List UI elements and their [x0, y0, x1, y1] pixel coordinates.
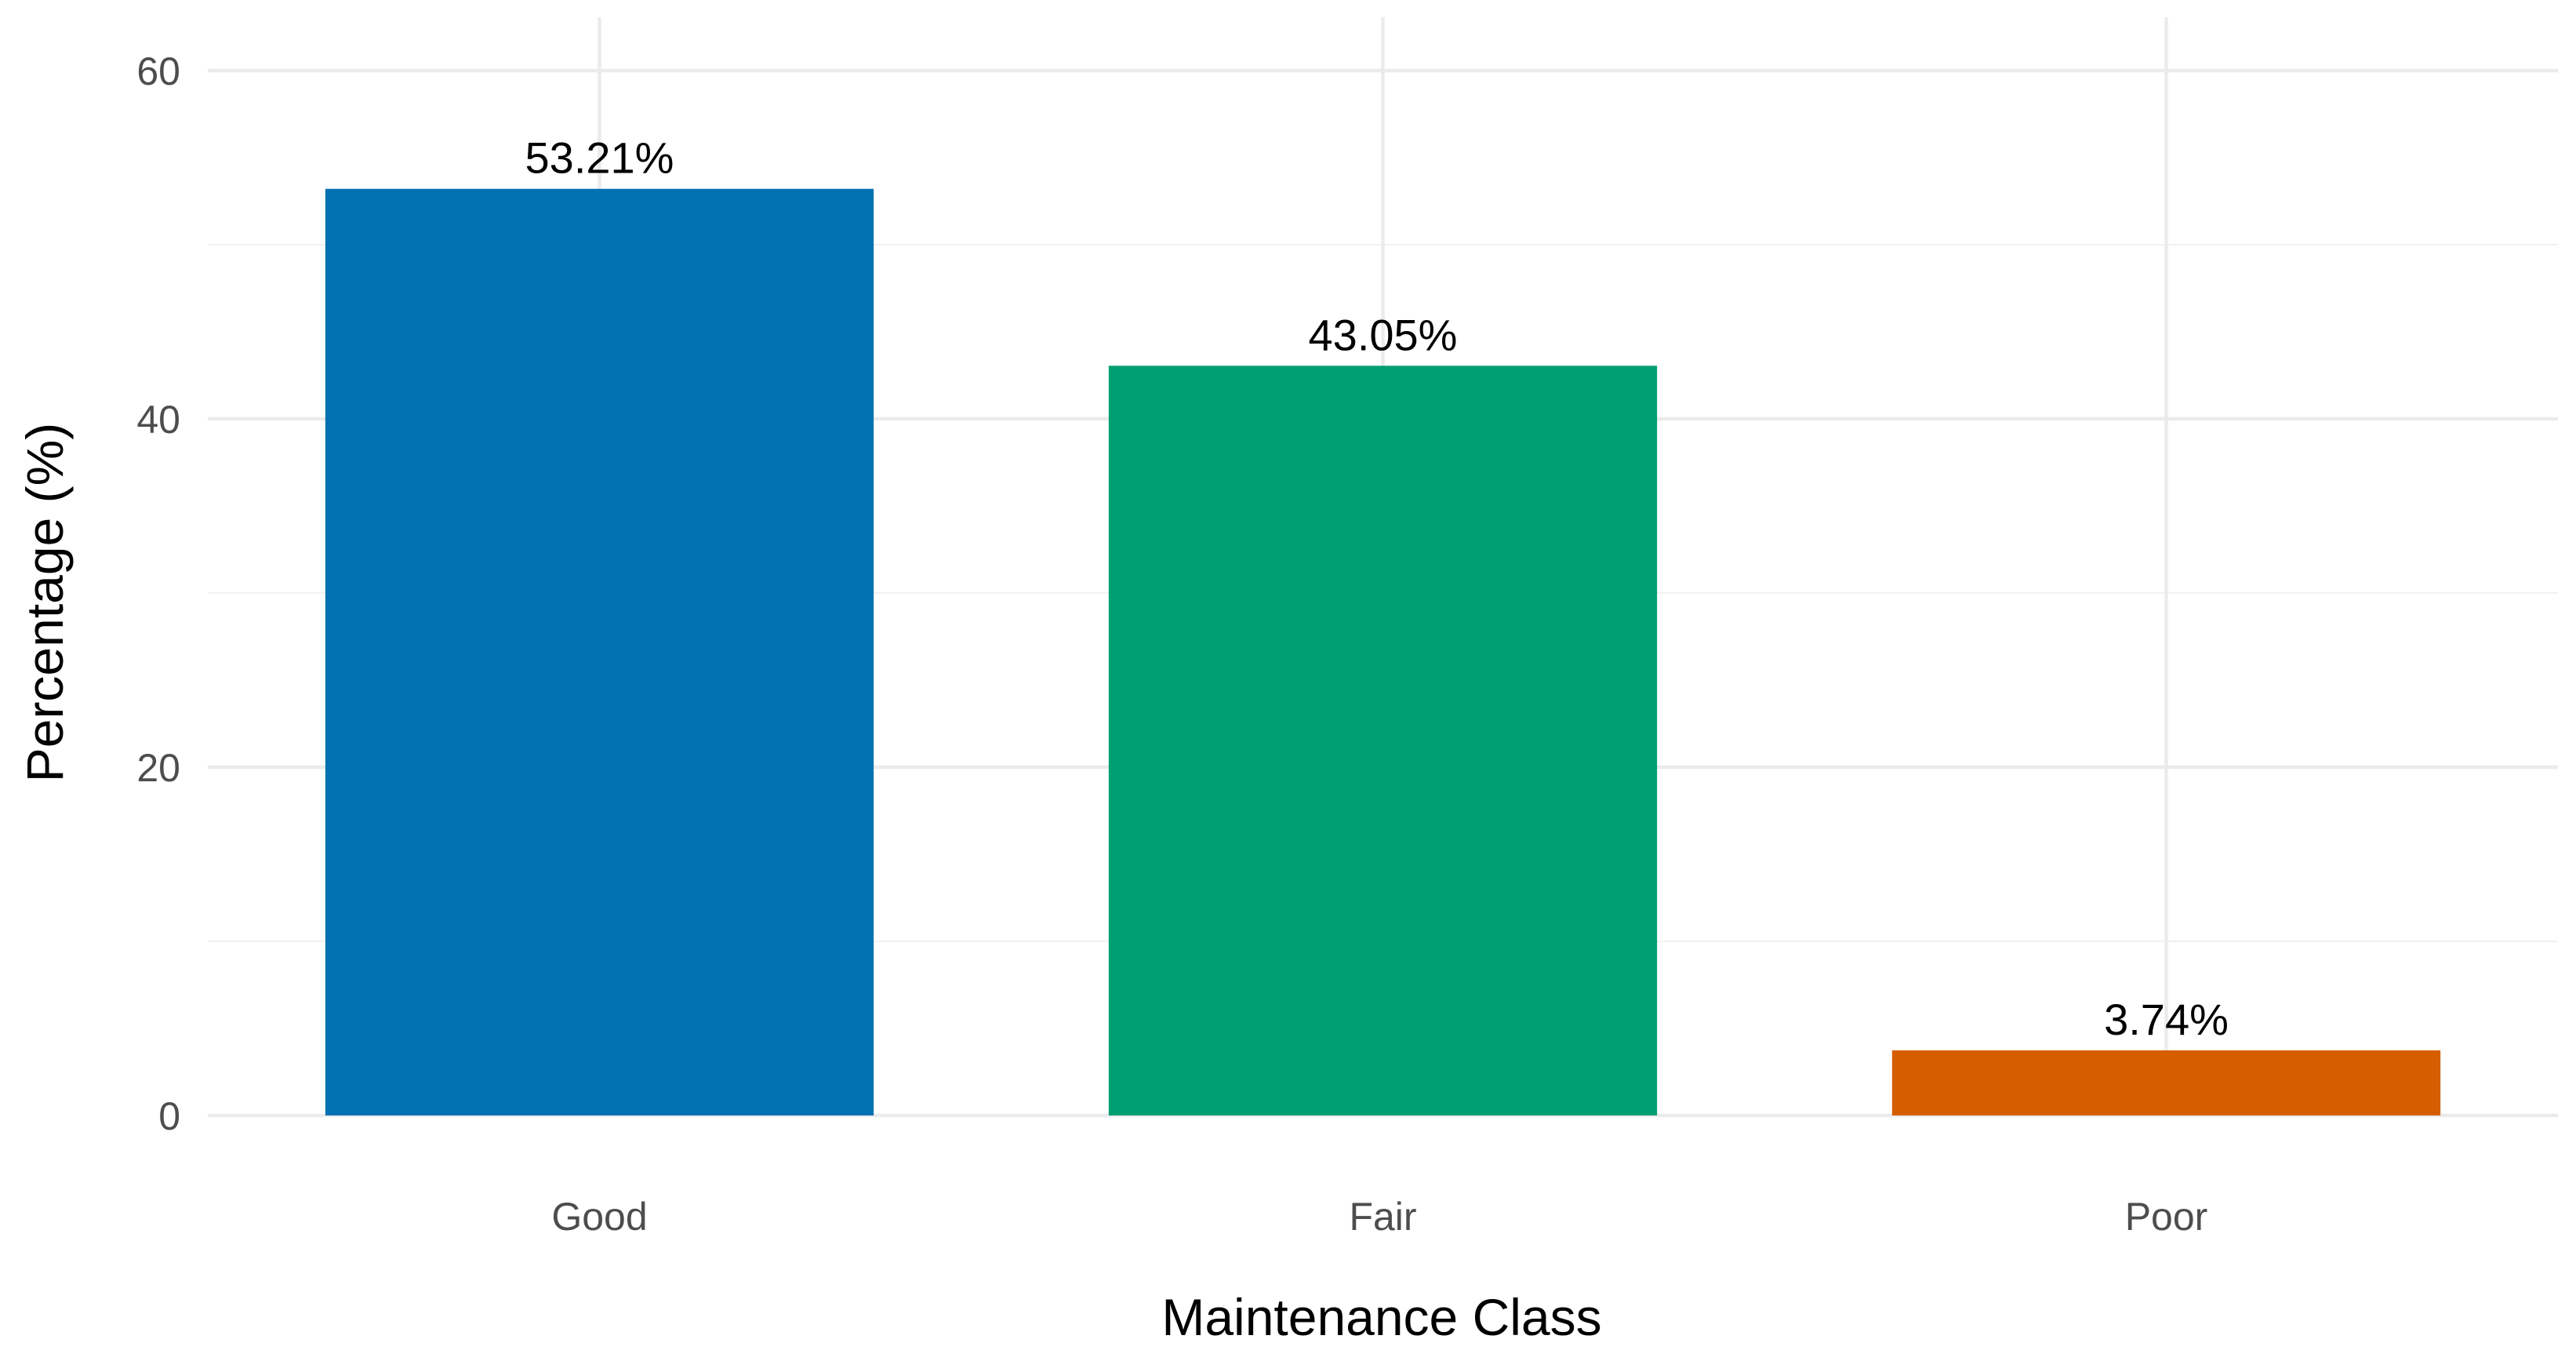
x-tick-label: Poor — [2125, 1195, 2208, 1239]
x-axis-title: Maintenance Class — [1161, 1288, 1601, 1346]
x-tick-label: Fair — [1349, 1195, 1416, 1239]
y-axis-title: Percentage (%) — [16, 423, 74, 783]
data-labels: 53.21% 43.05% 3.74% — [525, 133, 2229, 1044]
data-label: 3.74% — [2104, 995, 2229, 1044]
data-label: 43.05% — [1309, 310, 1458, 359]
y-tick-label: 20 — [136, 746, 180, 790]
y-axis-tick-labels: 0 20 40 60 — [136, 49, 180, 1138]
y-tick-label: 0 — [158, 1094, 180, 1138]
x-axis-tick-labels: Good Fair Poor — [551, 1195, 2207, 1239]
x-tick-label: Good — [551, 1195, 647, 1239]
y-tick-label: 60 — [136, 49, 180, 93]
y-tick-label: 40 — [136, 398, 180, 442]
bar-good — [325, 188, 874, 1115]
bar-poor — [1891, 1050, 2441, 1115]
data-label: 53.21% — [525, 133, 674, 183]
bars — [325, 188, 2441, 1115]
bar-fair — [1108, 366, 1658, 1115]
